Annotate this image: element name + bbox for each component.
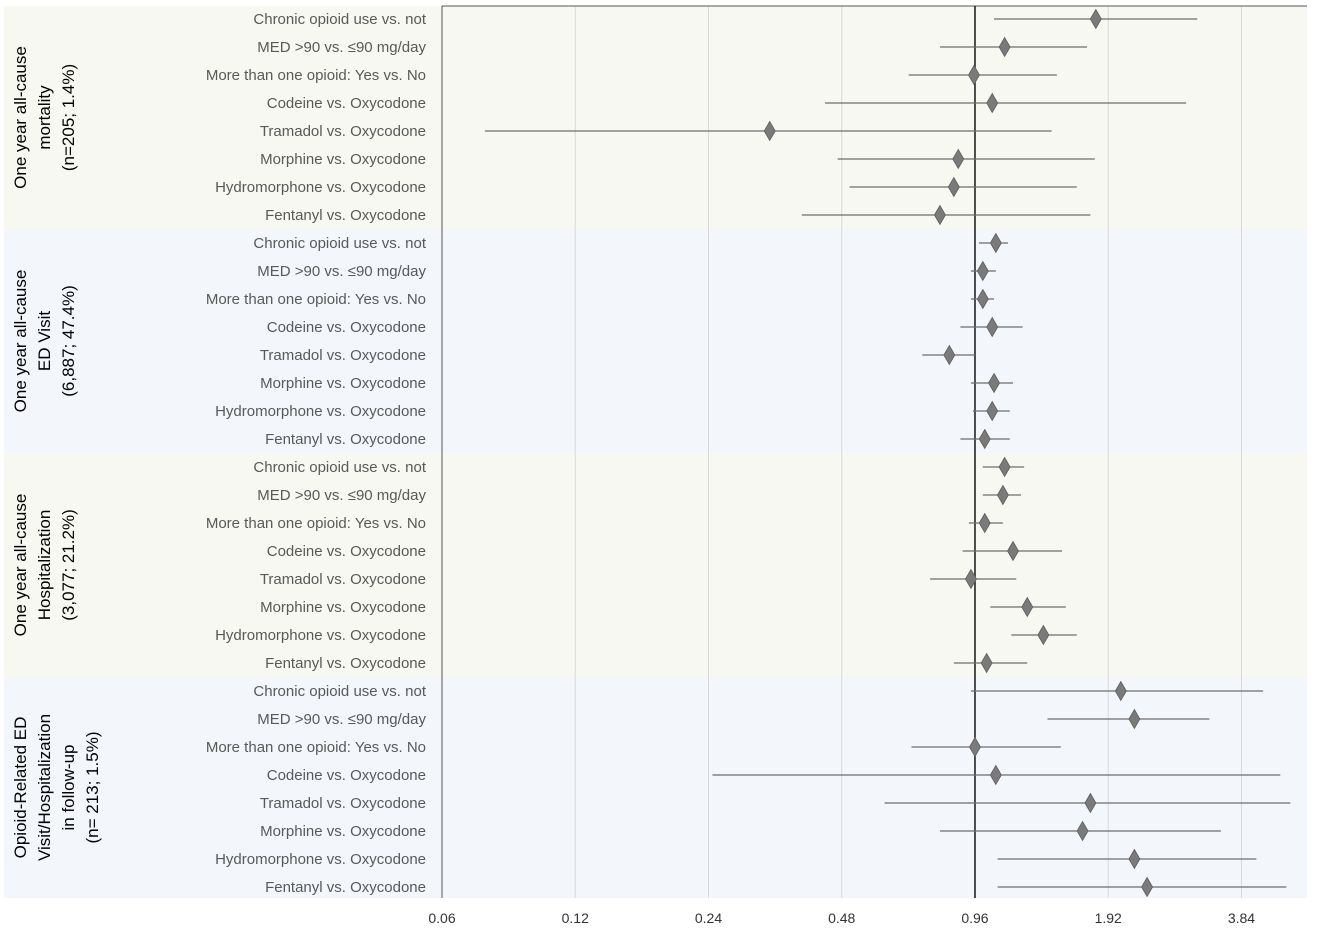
row-label: Tramadol vs. Oxycodone (260, 123, 426, 140)
point-estimate (1128, 848, 1141, 870)
row-label: MED >90 vs. ≤90 mg/day (257, 487, 426, 504)
group-label-line: (n= 213; 1.5%) (83, 732, 102, 844)
point-estimate (943, 344, 956, 366)
point-estimate (989, 764, 1002, 786)
point-estimate (986, 92, 999, 114)
point-estimate (1089, 8, 1102, 30)
group-label: One year all-cause mortality (n=205; 1.4%) (11, 46, 78, 189)
group-label-line: One year all-cause (11, 46, 30, 189)
point-estimate (964, 568, 977, 590)
point-estimate (763, 120, 776, 142)
row-label: MED >90 vs. ≤90 mg/day (257, 39, 426, 56)
row-label: Hydromorphone vs. Oxycodone (215, 627, 426, 644)
point-estimate (952, 148, 965, 170)
row-label: More than one opioid: Yes vs. No (206, 739, 426, 756)
group-label-line: ED Visit (35, 311, 54, 371)
row-label: Codeine vs. Oxycodone (267, 319, 426, 336)
group-label-line: (3,077; 21.2%) (59, 509, 78, 621)
group-label: One year all-cause ED Visit (6,887; 47.4%) (11, 270, 78, 413)
group-label-line: mortality (35, 85, 54, 150)
point-estimates (763, 8, 1154, 898)
group-band (4, 6, 1307, 229)
group-label-line: (n=205; 1.4%) (59, 64, 78, 171)
point-estimate (1114, 680, 1127, 702)
row-label: Codeine vs. Oxycodone (267, 95, 426, 112)
point-estimate (947, 176, 960, 198)
point-estimate (978, 428, 991, 450)
row-label: Chronic opioid use vs. not (253, 235, 426, 252)
x-tick-label: 0.96 (961, 910, 988, 926)
group-bands (4, 6, 1307, 898)
x-tick-labels: 0.06 0.12 0.24 0.48 0.96 1.92 3.84 (428, 910, 1255, 926)
point-estimate (988, 372, 1000, 394)
row-label: Hydromorphone vs. Oxycodone (215, 851, 426, 868)
group-band (4, 453, 1307, 677)
row-label: Morphine vs. Oxycodone (260, 151, 426, 168)
row-label: Fentanyl vs. Oxycodone (265, 431, 426, 448)
point-estimate (998, 456, 1011, 478)
x-tick-label: 1.92 (1095, 910, 1122, 926)
gridlines (574, 6, 1242, 898)
point-estimate (1084, 792, 1097, 814)
row-label: More than one opioid: Yes vs. No (206, 291, 426, 308)
group-label-line: One year all-cause (11, 270, 30, 413)
point-estimate (976, 260, 989, 282)
group-labels: One year all-cause mortality (n=205; 1.4%)… (11, 46, 102, 861)
point-estimate (998, 36, 1011, 58)
point-estimate (968, 64, 980, 86)
row-label: Tramadol vs. Oxycodone (260, 347, 426, 364)
point-estimate (1021, 596, 1034, 618)
row-label: Chronic opioid use vs. not (253, 459, 426, 476)
row-label: MED >90 vs. ≤90 mg/day (257, 711, 426, 728)
row-label: Morphine vs. Oxycodone (260, 823, 426, 840)
group-label-line: Hospitalization (35, 510, 54, 621)
x-tick-label: 0.06 (428, 910, 455, 926)
point-estimate (1037, 624, 1050, 646)
row-label: Fentanyl vs. Oxycodone (265, 207, 426, 224)
row-label: Morphine vs. Oxycodone (260, 375, 426, 392)
group-label-line: in follow-up (59, 745, 78, 831)
x-tick-label: 0.24 (695, 910, 722, 926)
row-label: Codeine vs. Oxycodone (267, 767, 426, 784)
group-band (4, 677, 1307, 898)
row-label: Hydromorphone vs. Oxycodone (215, 403, 426, 420)
row-label: Tramadol vs. Oxycodone (260, 571, 426, 588)
group-label-line: (6,887; 47.4%) (59, 285, 78, 397)
group-label: One year all-cause Hospitalization (3,077;… (11, 494, 78, 637)
point-estimate (989, 232, 1002, 254)
row-labels: Chronic opioid use vs. not MED >90 vs. ≤9… (206, 11, 427, 896)
point-estimate (1007, 540, 1019, 562)
point-estimate (986, 400, 999, 422)
point-estimate (1128, 708, 1141, 730)
point-estimate (978, 512, 991, 534)
point-estimate (1076, 820, 1089, 842)
row-label: Chronic opioid use vs. not (253, 11, 426, 28)
row-label: Tramadol vs. Oxycodone (260, 795, 426, 812)
group-label-line: Visit/Hospitalization (35, 714, 54, 861)
row-label: More than one opioid: Yes vs. No (206, 515, 426, 532)
row-label: Fentanyl vs. Oxycodone (265, 655, 426, 672)
point-estimate (933, 204, 946, 226)
point-estimate (969, 736, 981, 758)
group-band (4, 229, 1307, 453)
point-estimate (980, 652, 993, 674)
row-label: Morphine vs. Oxycodone (260, 599, 426, 616)
row-label: Chronic opioid use vs. not (253, 683, 426, 700)
point-estimate (986, 316, 999, 338)
group-label-line: Opioid-Related ED (11, 717, 30, 859)
row-label: More than one opioid: Yes vs. No (206, 67, 426, 84)
point-estimate (996, 484, 1009, 506)
row-label: Codeine vs. Oxycodone (267, 543, 426, 560)
point-estimate (976, 288, 989, 310)
x-tick-label: 3.84 (1228, 910, 1255, 926)
row-label: MED >90 vs. ≤90 mg/day (257, 263, 426, 280)
group-label: Opioid-Related ED Visit/Hospitalization in… (11, 714, 102, 861)
x-tick-label: 0.48 (828, 910, 855, 926)
row-label: Fentanyl vs. Oxycodone (265, 879, 426, 896)
point-estimate (1141, 876, 1154, 898)
row-label: Hydromorphone vs. Oxycodone (215, 179, 426, 196)
group-label-line: One year all-cause (11, 494, 30, 637)
x-tick-label: 0.12 (562, 910, 589, 926)
